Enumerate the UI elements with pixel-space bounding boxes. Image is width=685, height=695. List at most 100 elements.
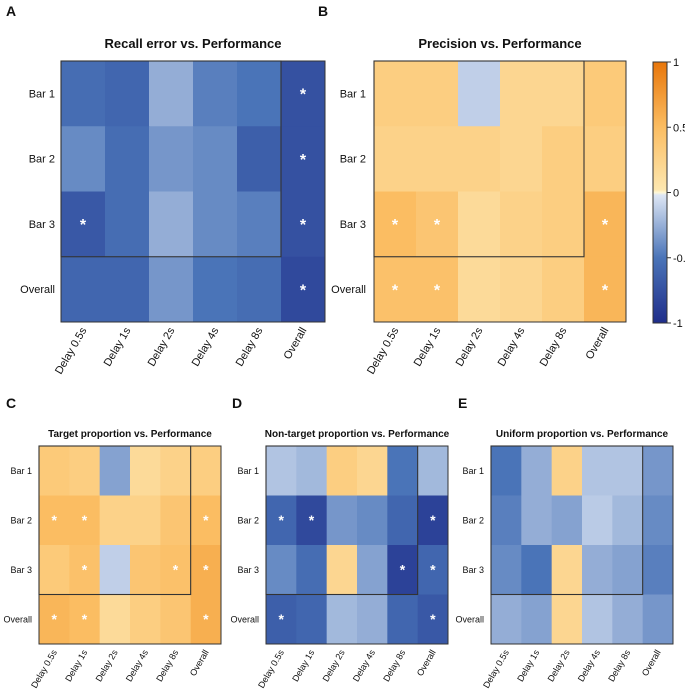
heatmap-panel-c: Target proportion vs. Performance * * * * * * *… [3, 429, 222, 690]
heatmap-cell [612, 446, 644, 496]
heatmap-cell [266, 545, 297, 595]
heatmap-cell [582, 495, 613, 546]
panel-letter-c: C [6, 395, 16, 411]
heatmap-cell [69, 545, 101, 595]
significance-star: * [51, 512, 57, 528]
heatmap-cell [69, 495, 101, 546]
column-label: Delay 2s [546, 648, 572, 684]
colorbar-tick-label: -0.5 [673, 253, 685, 265]
row-label: Bar 1 [340, 88, 366, 100]
heatmap-cell [105, 256, 150, 323]
significance-star: * [203, 611, 209, 627]
column-label: Delay 2s [454, 325, 486, 368]
column-label: Delay 0.5s [29, 648, 59, 690]
heatmap-cell [387, 594, 419, 645]
heatmap-cell [105, 191, 150, 258]
significance-star: * [300, 282, 307, 299]
column-label: Delay 0.5s [53, 325, 90, 376]
column-label: Delay 2s [94, 648, 120, 684]
heatmap-cell [190, 545, 222, 595]
heatmap-cell [374, 126, 417, 192]
heatmap-cell [39, 495, 70, 546]
heatmap-cell [193, 126, 238, 192]
heatmap-cell [296, 495, 328, 546]
significance-star: * [400, 562, 406, 578]
panel-letter-e: E [458, 395, 467, 411]
heatmap-cell [374, 61, 417, 127]
heatmap-cell [417, 446, 449, 496]
heatmap-cell [357, 594, 388, 645]
column-label: Delay 8s [606, 648, 632, 684]
heatmap-cell [99, 545, 131, 595]
column-label: Delay 0.5s [481, 648, 511, 690]
heatmap-frame [490, 445, 674, 645]
heatmap-cell [326, 495, 358, 546]
significance-star: * [300, 217, 307, 234]
heatmap-cell [642, 495, 674, 546]
row-label: Bar 3 [237, 565, 259, 575]
heatmap-cell [190, 495, 222, 546]
column-label: Overall [584, 326, 612, 362]
heatmap-cell [584, 126, 627, 192]
heatmap-cell [458, 191, 501, 258]
heatmap-cell [387, 446, 419, 496]
column-label: Delay 1s [412, 325, 444, 368]
heatmap-cell [130, 594, 161, 645]
significance-star: * [203, 562, 209, 578]
heatmap-cell [584, 191, 627, 258]
significance-star: * [203, 512, 209, 528]
row-label: Bar 2 [237, 515, 259, 525]
heatmap-cell [69, 594, 101, 645]
row-label: Bar 3 [29, 219, 55, 231]
heatmap-panel-b: Precision vs. Performance * * * * * * Bar 1 Bar … [331, 36, 627, 377]
heatmap-cell [160, 495, 192, 546]
column-label: Delay 2s [146, 325, 178, 368]
heatmap-cell [105, 61, 150, 127]
heatmap-frame [60, 60, 326, 323]
column-label: Delay 0.5s [365, 325, 402, 376]
heatmap-cell [458, 126, 501, 192]
significance-star: * [392, 217, 399, 234]
heatmap-cell [642, 594, 674, 645]
heatmap-cell [542, 256, 585, 323]
heatmap-cell [266, 446, 297, 496]
heatmap-cell [105, 126, 150, 192]
significance-star: * [300, 87, 307, 104]
heatmap-cell [281, 126, 326, 192]
column-label: Delay 4s [576, 648, 602, 684]
heatmap-cell [417, 594, 449, 645]
heatmap-cell [357, 545, 388, 595]
significance-star: * [602, 282, 609, 299]
row-label: Bar 1 [10, 466, 32, 476]
heatmap-cell [39, 545, 70, 595]
column-label: Overall [282, 326, 310, 362]
column-label: Delay 1s [102, 325, 134, 368]
heatmap-cell [642, 545, 674, 595]
heatmap-cell [326, 594, 358, 645]
row-label: Overall [20, 284, 55, 296]
significance-star: * [434, 282, 441, 299]
heatmap-cell [584, 256, 627, 323]
row-label: Bar 3 [462, 565, 484, 575]
heatmap-cell [281, 256, 326, 323]
colorbar-tick-label: 1 [673, 57, 679, 69]
heatmap-cell [500, 126, 543, 192]
heatmap-cell [237, 256, 282, 323]
heatmap-cell [542, 191, 585, 258]
heatmap-cell [130, 495, 161, 546]
heatmap-frame [38, 445, 222, 645]
significance-star: * [51, 611, 57, 627]
heatmap-cell [416, 61, 459, 127]
colorbar-tick-label: 0.5 [673, 122, 685, 134]
heatmap-cell [387, 495, 419, 546]
significance-star: * [173, 562, 179, 578]
heatmap-cell [551, 446, 583, 496]
chart-title-c: Target proportion vs. Performance [48, 429, 212, 440]
column-label: Delay 8s [381, 648, 407, 684]
heatmap-cell [521, 545, 553, 595]
heatmap-cell [500, 191, 543, 258]
column-label: Delay 8s [234, 325, 266, 368]
heatmap-cell [612, 495, 644, 546]
heatmap-cell [326, 545, 358, 595]
